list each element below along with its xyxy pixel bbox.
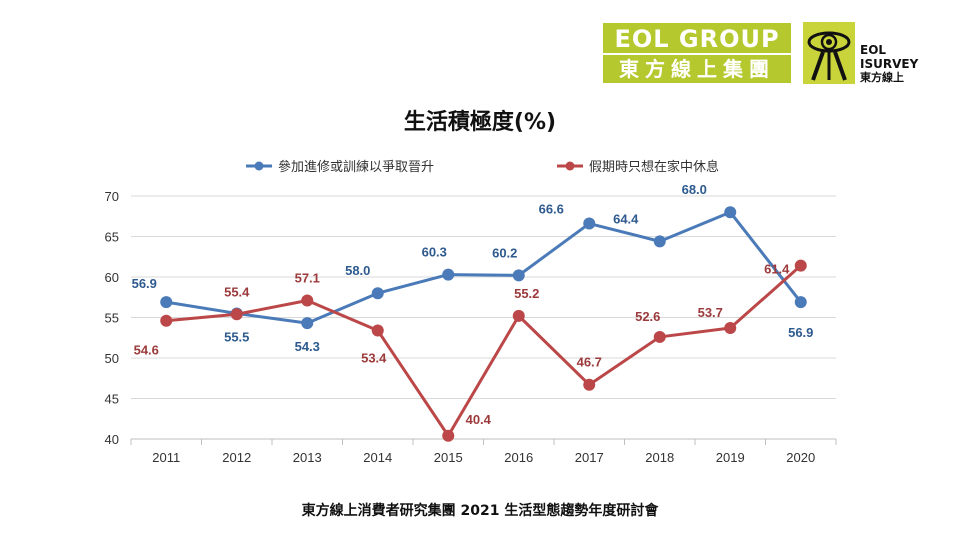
data-point: [512, 309, 525, 322]
data-label: 60.3: [422, 245, 447, 260]
data-point: [724, 206, 737, 219]
chart-title: 生活積極度(%): [403, 110, 557, 135]
data-label: 58.0: [345, 263, 370, 278]
isurvey-logo-line1: EOL: [860, 43, 887, 57]
data-point: [301, 294, 314, 307]
legend-marker: [565, 161, 575, 171]
legend-label: 參加進修或訓練以爭取晉升: [278, 159, 434, 175]
data-label: 53.7: [698, 305, 723, 320]
y-tick-label: 60: [105, 270, 119, 285]
y-tick-label: 70: [105, 189, 119, 204]
data-point: [653, 330, 666, 343]
x-tick-label: 2011: [152, 450, 180, 465]
y-tick-label: 45: [105, 392, 119, 407]
data-label: 57.1: [295, 270, 320, 285]
data-point: [583, 217, 596, 230]
data-point: [724, 322, 737, 335]
y-tick-label: 50: [105, 351, 119, 366]
series-line: [166, 264, 802, 438]
x-tick-label: 2020: [786, 450, 815, 465]
x-tick-label: 2013: [293, 450, 322, 465]
x-tick-label: 2016: [504, 450, 533, 465]
data-point: [653, 235, 666, 248]
y-tick-label: 55: [105, 311, 119, 326]
data-label: 56.9: [788, 325, 813, 340]
data-point: [442, 268, 455, 281]
data-point: [442, 429, 455, 442]
x-tick-label: 2014: [363, 450, 392, 465]
data-point: [230, 308, 243, 321]
data-label: 46.7: [577, 355, 602, 370]
isurvey-logo-text: EOL ISURVEY 東方線上: [860, 43, 918, 85]
eol-group-logo: EOL GROUP 東方線上集團: [603, 23, 791, 83]
data-point: [160, 314, 173, 327]
data-point: [301, 317, 314, 330]
y-tick-label: 40: [105, 432, 119, 447]
x-tick-label: 2018: [645, 450, 674, 465]
data-label: 66.6: [539, 202, 564, 217]
data-label: 55.4: [224, 284, 250, 299]
data-label: 56.9: [132, 276, 157, 291]
data-point: [371, 324, 384, 337]
data-label: 54.6: [134, 343, 159, 358]
data-label: 40.4: [466, 412, 492, 427]
x-tick-label: 2015: [434, 450, 463, 465]
isurvey-logo-line2: ISURVEY: [860, 57, 919, 71]
data-label: 53.4: [361, 350, 387, 365]
data-point: [794, 296, 807, 309]
data-point: [371, 287, 384, 300]
legend-label: 假期時只想在家中休息: [589, 159, 719, 175]
data-point: [583, 378, 596, 391]
eol-group-logo-text: EOL GROUP: [614, 25, 780, 53]
data-label: 54.3: [295, 339, 320, 354]
data-label: 52.6: [635, 309, 660, 324]
data-label: 55.5: [224, 329, 249, 344]
footer-caption: 東方線上消費者研究集團 2021 生活型態趨勢年度研討會: [301, 503, 659, 519]
data-label: 64.4: [613, 211, 639, 226]
data-point: [160, 296, 173, 309]
x-tick-label: 2019: [716, 450, 745, 465]
data-label: 55.2: [514, 286, 539, 301]
x-tick-label: 2012: [222, 450, 251, 465]
data-point: [794, 259, 807, 272]
data-point: [512, 269, 525, 282]
data-label: 61.4: [764, 262, 790, 277]
legend-marker: [254, 161, 264, 171]
x-tick-label: 2017: [575, 450, 604, 465]
data-label: 68.0: [682, 182, 707, 197]
eol-group-logo-subtext: 東方線上集團: [603, 53, 791, 83]
series-line: [166, 210, 802, 325]
y-tick-label: 65: [105, 230, 119, 245]
isurvey-logo-icon: [803, 22, 855, 84]
data-label: 60.2: [492, 245, 517, 260]
isurvey-logo-line3: 東方線上: [860, 71, 904, 84]
